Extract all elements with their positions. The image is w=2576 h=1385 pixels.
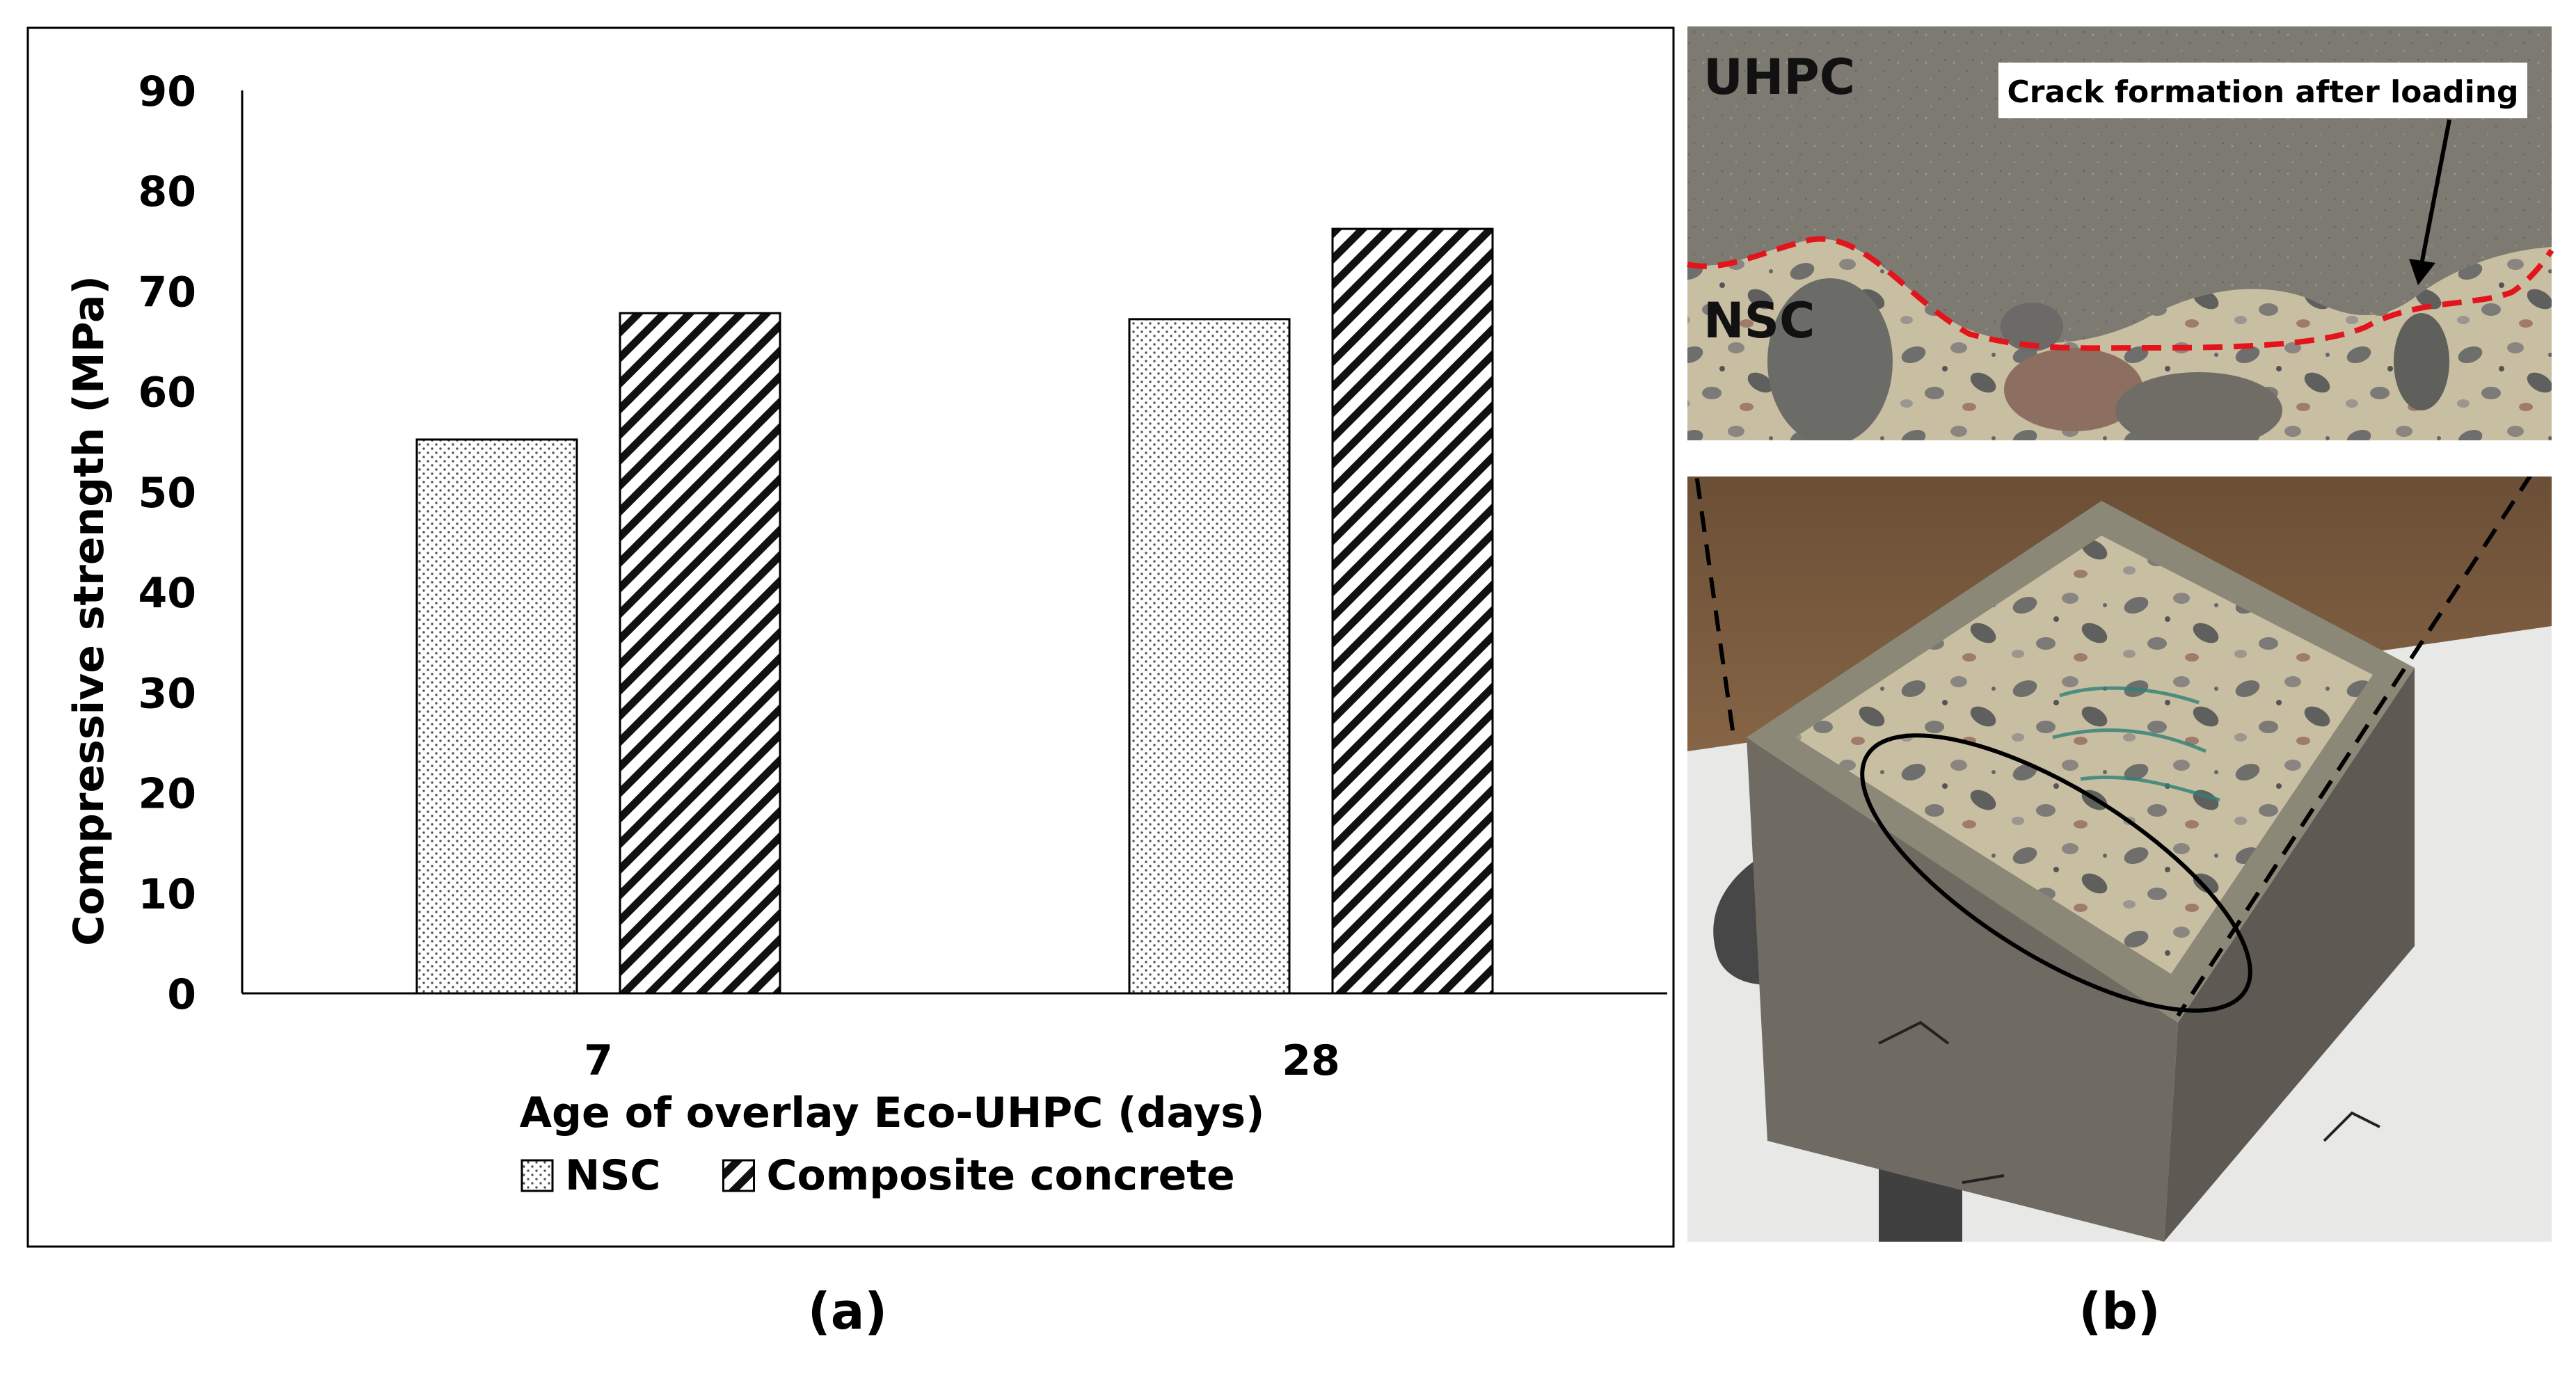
panel-label-a: (a) (808, 1282, 887, 1340)
bars (415, 227, 1494, 995)
annotation-arrow (2419, 119, 2451, 265)
y-tick-label: 60 (138, 369, 197, 417)
y-tick-label: 30 (138, 669, 197, 718)
x-tick-label: 7 (584, 1036, 613, 1085)
legend: NSC Composite concrete (520, 1151, 1235, 1200)
y-tick-label: 40 (138, 569, 197, 618)
y-tick-label: 0 (167, 970, 196, 1019)
interface-closeup-photo: Crack formation after loading UHPC NSC (1687, 26, 2554, 449)
x-tick-label: 28 (1282, 1036, 1340, 1085)
legend-label: Composite concrete (766, 1151, 1234, 1200)
crack-line (1687, 236, 2554, 351)
y-tick-label: 70 (138, 268, 197, 317)
annotation-box (1998, 63, 2527, 118)
legend-label: NSC (565, 1151, 660, 1200)
zoom-line-left (1690, 445, 1735, 731)
interface-ellipse (1860, 733, 2252, 1013)
bar-composite-concrete-7 (619, 312, 781, 995)
label-nsc: NSC (1703, 292, 1815, 349)
y-tick-label: 20 (138, 770, 197, 819)
bar-nsc-28 (1128, 318, 1291, 995)
panel-label-b: (b) (2078, 1282, 2160, 1340)
y-tick-label: 10 (138, 870, 197, 919)
y-tick-labels: 0 10 20 30 40 50 60 70 80 90 (138, 67, 197, 1019)
bar-nsc-7 (415, 438, 578, 995)
y-tick-label: 50 (138, 469, 197, 518)
legend-swatch-composite-concrete (722, 1159, 755, 1192)
y-tick-label: 80 (138, 168, 197, 216)
y-axis-title: Compressive strength (MPa) (65, 275, 113, 946)
label-uhpc: UHPC (1703, 49, 1855, 106)
x-tick-labels: 7 28 (584, 1036, 1340, 1085)
zoom-line-right (2176, 444, 2552, 1017)
x-axis-title: Age of overlay Eco-UHPC (days) (520, 1089, 1265, 1137)
y-tick-label: 90 (138, 67, 197, 116)
legend-swatch-nsc (520, 1159, 554, 1192)
bar-composite-concrete-28 (1331, 227, 1494, 995)
annotation-arrowhead (2409, 259, 2435, 285)
specimen-photo (1687, 477, 2552, 1242)
annotation-text: Crack formation after loading (2007, 74, 2518, 110)
